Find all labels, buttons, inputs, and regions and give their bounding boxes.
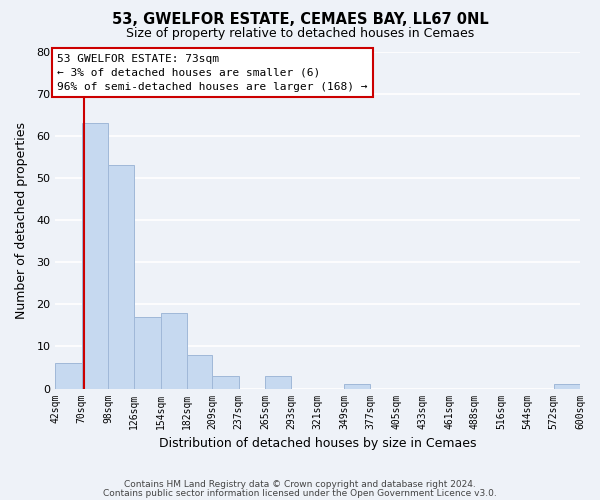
Bar: [212, 376, 239, 388]
Bar: [161, 312, 187, 388]
Text: Size of property relative to detached houses in Cemaes: Size of property relative to detached ho…: [126, 28, 474, 40]
Y-axis label: Number of detached properties: Number of detached properties: [15, 122, 28, 318]
Text: 53, GWELFOR ESTATE, CEMAES BAY, LL67 0NL: 53, GWELFOR ESTATE, CEMAES BAY, LL67 0NL: [112, 12, 488, 28]
Bar: [265, 376, 292, 388]
X-axis label: Distribution of detached houses by size in Cemaes: Distribution of detached houses by size …: [159, 437, 476, 450]
Bar: [82, 123, 108, 388]
Bar: [108, 166, 134, 388]
Text: 53 GWELFOR ESTATE: 73sqm
← 3% of detached houses are smaller (6)
96% of semi-det: 53 GWELFOR ESTATE: 73sqm ← 3% of detache…: [57, 54, 368, 92]
Text: Contains public sector information licensed under the Open Government Licence v3: Contains public sector information licen…: [103, 488, 497, 498]
Bar: [55, 364, 82, 388]
Bar: [554, 384, 580, 388]
Bar: [134, 317, 161, 388]
Bar: [187, 355, 212, 388]
Text: Contains HM Land Registry data © Crown copyright and database right 2024.: Contains HM Land Registry data © Crown c…: [124, 480, 476, 489]
Bar: [344, 384, 370, 388]
